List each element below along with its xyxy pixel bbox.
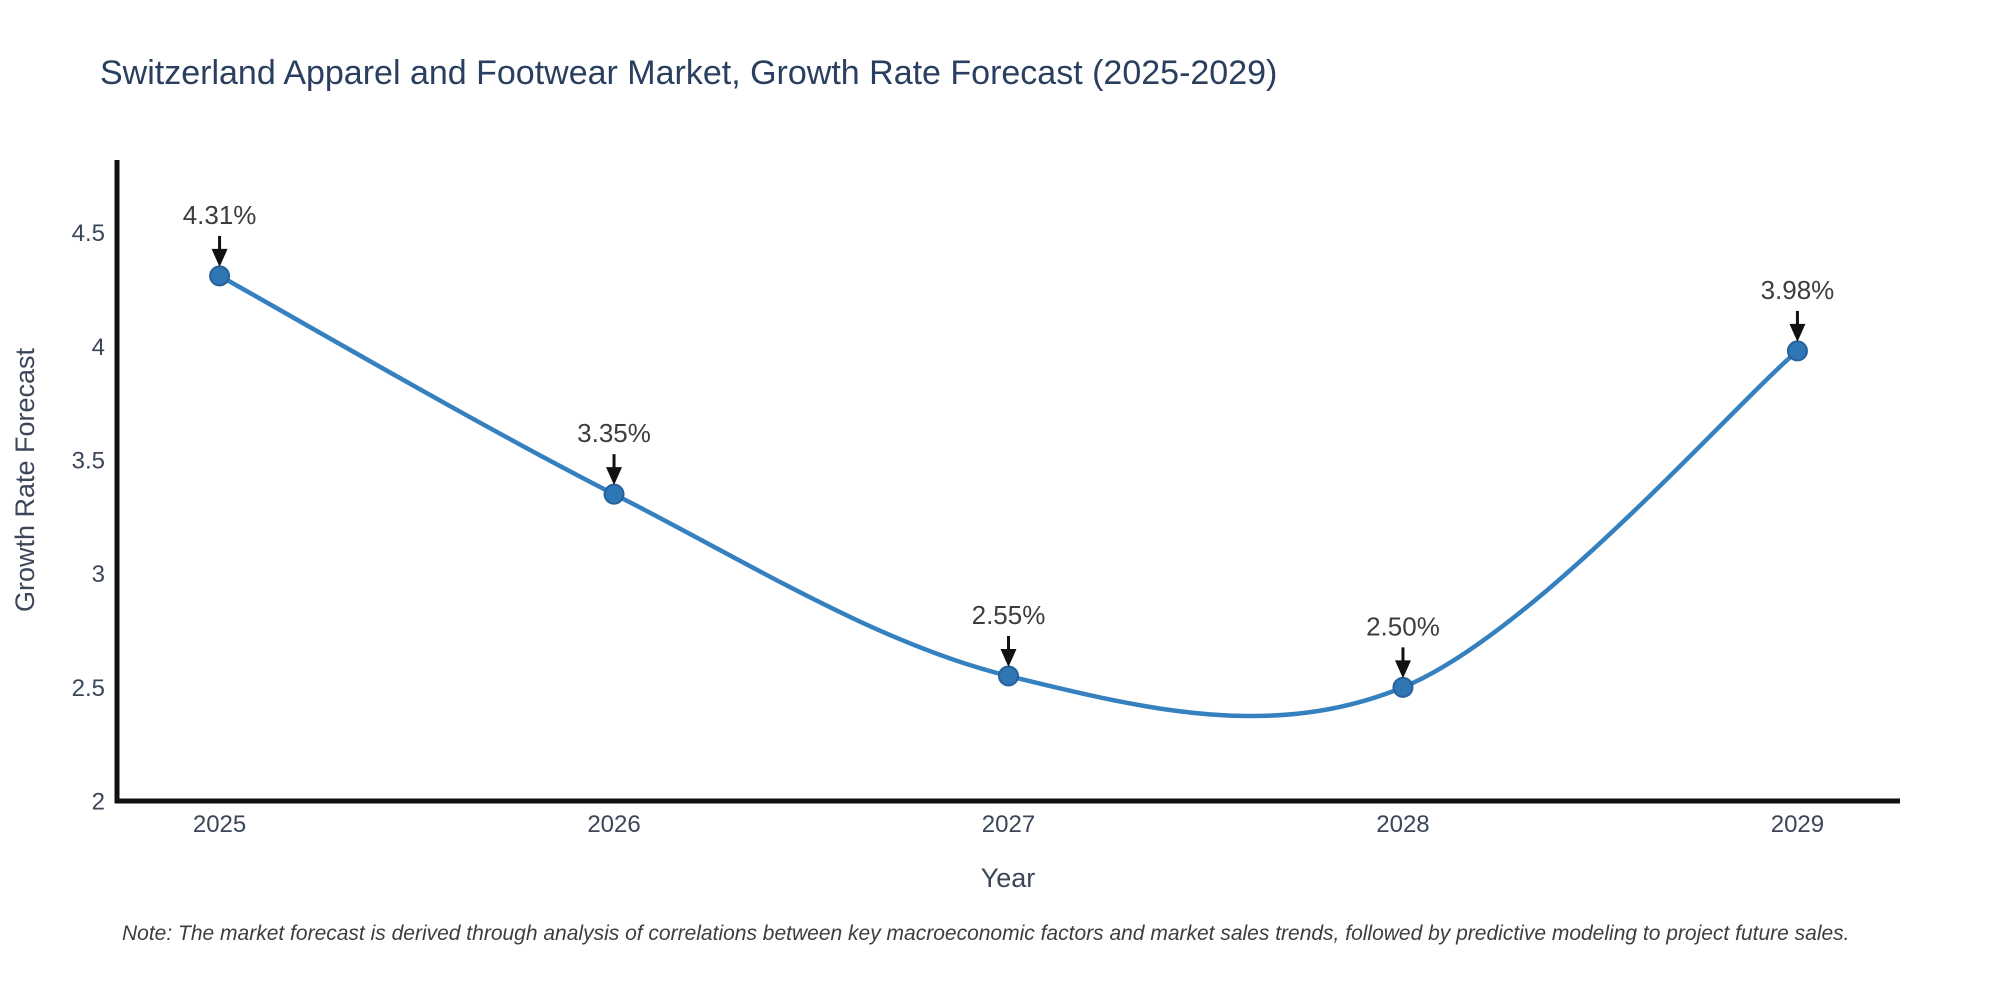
series-layer bbox=[209, 265, 1808, 719]
data-point-marker[interactable] bbox=[1392, 676, 1414, 698]
x-tick-label: 2025 bbox=[193, 811, 246, 838]
x-tick-label: 2029 bbox=[1771, 811, 1824, 838]
axes-layer bbox=[114, 160, 1900, 804]
annotation-arrowhead-icon bbox=[1394, 660, 1411, 679]
annotation-arrowhead-icon bbox=[1789, 323, 1806, 342]
annotation-arrowhead-icon bbox=[606, 467, 623, 486]
y-tick-label: 3 bbox=[92, 561, 105, 588]
axis-ticks-layer: 2 2.5 3 3.5 4 4.5 2025 2026 2027 2028 2029 bbox=[72, 220, 1825, 838]
x-tick-label: 2028 bbox=[1376, 811, 1429, 838]
annotation-arrowhead-icon bbox=[211, 248, 228, 267]
data-point-marker[interactable] bbox=[998, 665, 1019, 687]
data-point-value-label: 3.35% bbox=[577, 418, 651, 448]
footnote: Note: The market forecast is derived thr… bbox=[122, 922, 1850, 945]
data-point-value-label: 2.55% bbox=[972, 600, 1046, 630]
x-tick-label: 2026 bbox=[587, 811, 640, 838]
data-point-marker[interactable] bbox=[603, 483, 625, 505]
chart-title: Switzerland Apparel and Footwear Market,… bbox=[100, 54, 1277, 92]
data-point-marker[interactable] bbox=[1786, 340, 1808, 362]
y-tick-label: 4.5 bbox=[72, 220, 105, 247]
y-tick-label: 3.5 bbox=[72, 448, 105, 475]
y-tick-label: 2.5 bbox=[72, 675, 105, 702]
data-point-marker[interactable] bbox=[209, 265, 231, 287]
y-tick-label: 2 bbox=[92, 789, 105, 816]
x-tick-label: 2027 bbox=[982, 811, 1035, 838]
annotations-layer: 4.31% 3.35% 2.55% 2.50% 3.98% bbox=[183, 200, 1835, 679]
y-axis-title: Growth Rate Forecast bbox=[10, 347, 40, 612]
data-point-value-label: 4.31% bbox=[183, 200, 257, 230]
annotation-arrowhead-icon bbox=[1000, 648, 1017, 667]
y-tick-label: 4 bbox=[92, 334, 105, 361]
x-axis-title: Year bbox=[981, 863, 1036, 893]
data-point-value-label: 3.98% bbox=[1761, 275, 1835, 305]
plot-area bbox=[117, 160, 1900, 801]
data-point-value-label: 2.50% bbox=[1366, 611, 1440, 641]
